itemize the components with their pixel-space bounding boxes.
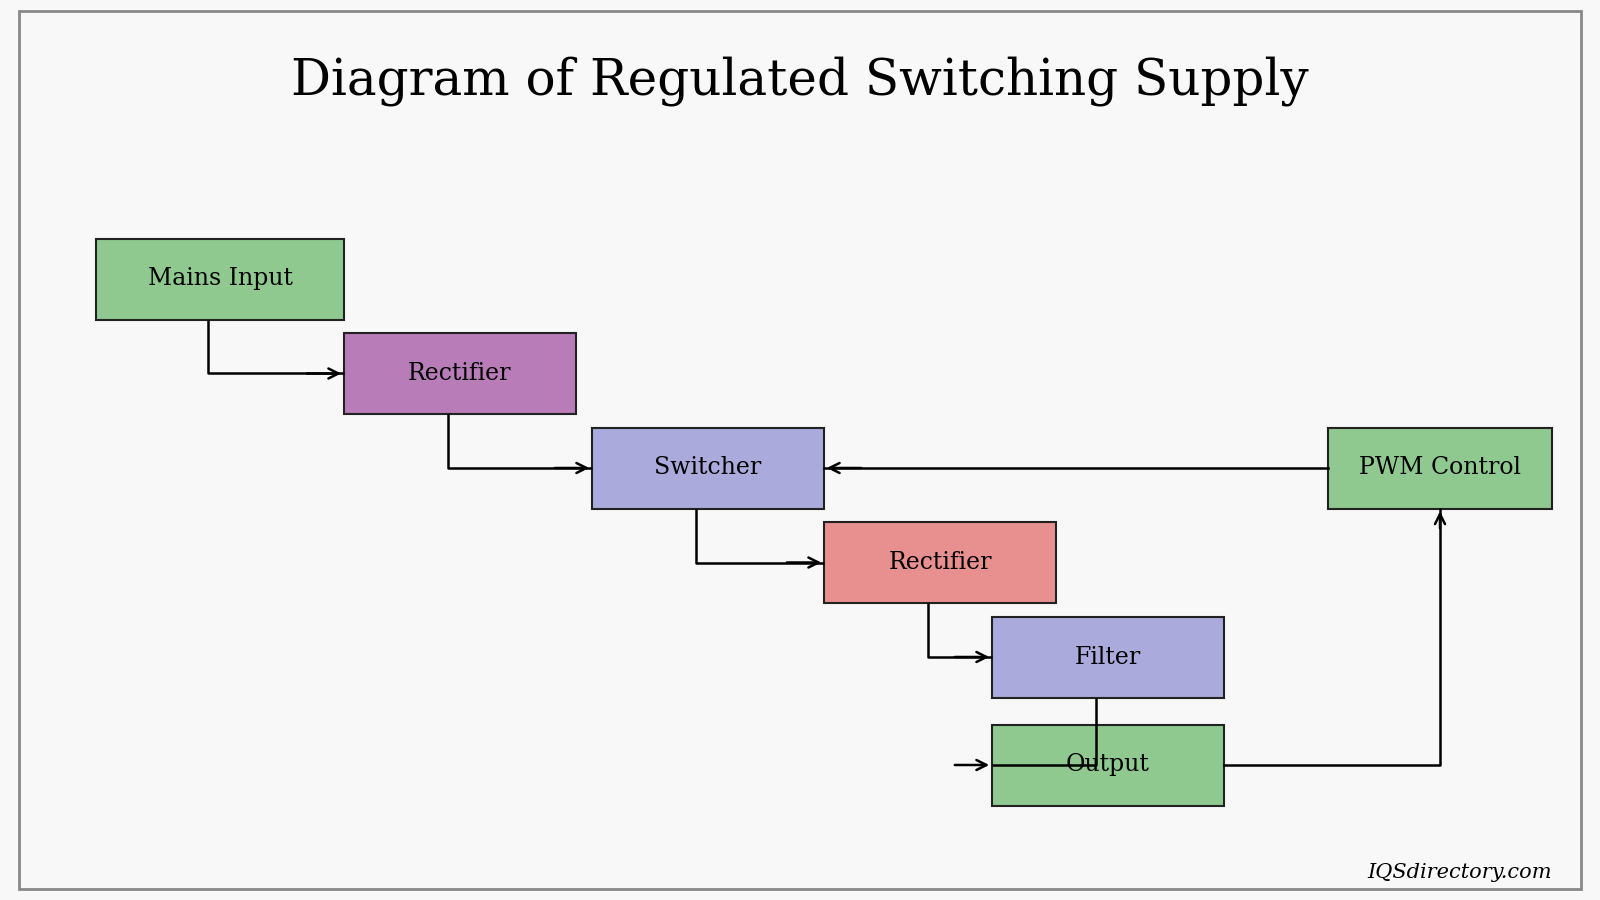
Text: Switcher: Switcher xyxy=(654,456,762,480)
FancyBboxPatch shape xyxy=(992,616,1224,698)
FancyBboxPatch shape xyxy=(824,522,1056,603)
FancyBboxPatch shape xyxy=(96,238,344,320)
Text: Filter: Filter xyxy=(1075,645,1141,669)
FancyBboxPatch shape xyxy=(992,724,1224,806)
Text: Output: Output xyxy=(1066,753,1150,777)
Text: Rectifier: Rectifier xyxy=(888,551,992,574)
Text: Rectifier: Rectifier xyxy=(408,362,512,385)
Text: PWM Control: PWM Control xyxy=(1358,456,1522,480)
Text: Mains Input: Mains Input xyxy=(147,267,293,291)
Text: Diagram of Regulated Switching Supply: Diagram of Regulated Switching Supply xyxy=(291,56,1309,106)
FancyBboxPatch shape xyxy=(1328,428,1552,508)
FancyBboxPatch shape xyxy=(344,333,576,414)
Text: IQSdirectory.com: IQSdirectory.com xyxy=(1368,863,1552,882)
FancyBboxPatch shape xyxy=(592,428,824,508)
